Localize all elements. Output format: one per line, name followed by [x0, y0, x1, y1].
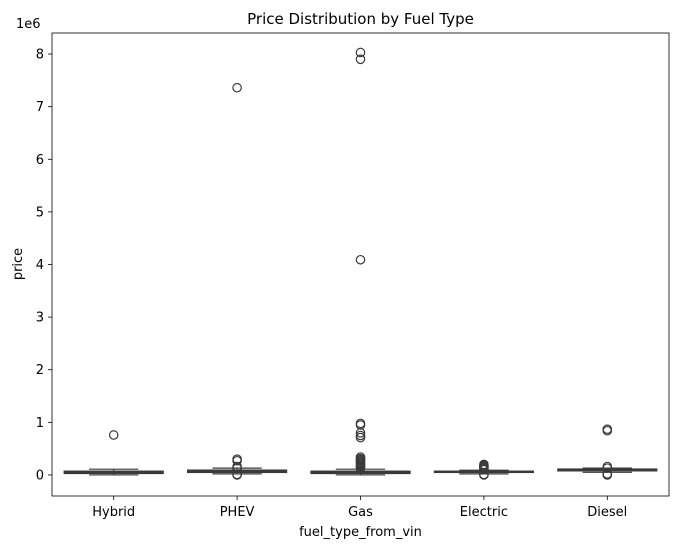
x-tick-label: Gas [348, 505, 373, 520]
box-diesel [557, 424, 658, 480]
outlier-point [602, 470, 613, 480]
y-tick-label: 8 [36, 48, 44, 63]
x-axis: Hybrid PHEV Gas Electric Diesel [92, 496, 627, 520]
outlier-point [602, 425, 613, 436]
x-tick-label: PHEV [220, 505, 255, 520]
y-tick-label: 7 [36, 100, 44, 115]
outlier-point [232, 470, 242, 480]
x-tick-label: Electric [460, 505, 508, 520]
y-tick-label: 0 [36, 468, 44, 483]
outlier-point [232, 463, 242, 473]
outlier-point [355, 432, 366, 443]
outlier-point [479, 464, 489, 475]
y-offset-label: 1e6 [16, 17, 41, 32]
boxes-layer [63, 47, 658, 480]
y-tick-label: 3 [36, 311, 44, 326]
outlier-point [479, 469, 489, 480]
x-tick-label: Hybrid [92, 505, 135, 520]
outlier-point [602, 463, 613, 473]
outlier-point [232, 455, 242, 466]
outlier-point [355, 54, 366, 65]
outlier-point [355, 428, 366, 438]
y-axis: 0 1 2 3 4 5 6 7 8 [36, 48, 52, 483]
x-tick-label: Diesel [587, 505, 627, 520]
outlier-point [232, 82, 242, 93]
y-tick-label: 5 [36, 205, 44, 220]
outlier-point [108, 430, 119, 440]
y-tick-label: 6 [36, 153, 44, 168]
chart-title: Price Distribution by Fuel Type [247, 10, 474, 28]
y-tick-label: 4 [36, 258, 44, 273]
box-hybrid [63, 430, 164, 476]
outlier-point [355, 463, 366, 473]
outlier-point [355, 254, 366, 265]
y-tick-label: 2 [36, 363, 44, 378]
outlier-point [355, 47, 366, 58]
box-gas [310, 47, 411, 476]
y-axis-label: price [11, 248, 26, 280]
x-axis-label: fuel_type_from_vin [299, 525, 422, 540]
box-electric [433, 459, 535, 480]
box-phev [186, 82, 288, 480]
y-tick-label: 1 [36, 416, 44, 431]
